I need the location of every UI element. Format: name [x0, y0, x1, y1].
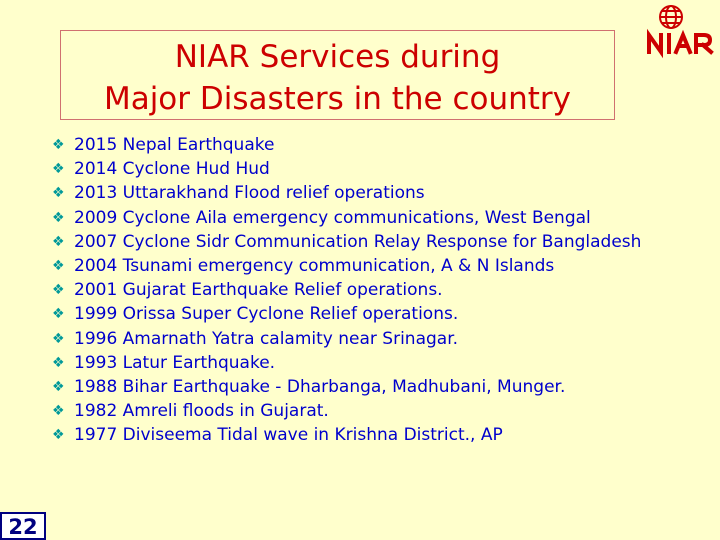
list-item: ❖ 2014 Cyclone Hud Hud: [52, 159, 270, 180]
diamond-bullet-icon: ❖: [52, 403, 65, 420]
list-item: ❖ 1977 Diviseema Tidal wave in Krishna Di…: [52, 425, 503, 446]
diamond-bullet-icon: ❖: [52, 257, 65, 274]
list-item: ❖ 2015 Nepal Earthquake: [52, 135, 275, 155]
list-item: ❖ 1999 Orissa Super Cyclone Relief operat…: [52, 304, 459, 325]
page-number: 22: [0, 512, 46, 540]
niar-logo: [647, 5, 714, 59]
niar-wordmark: [647, 28, 714, 59]
disaster-list: ❖ 2015 Nepal Earthquake ❖ 2014 Cyclone Hud…: [52, 133, 641, 447]
diamond-bullet-icon: ❖: [52, 185, 65, 202]
title-line-1: NIAR Services during: [174, 39, 501, 75]
list-item: ❖ 2007 Cyclone Sidr Communication Relay R…: [52, 231, 642, 252]
diamond-bullet-icon: ❖: [52, 354, 65, 371]
list-item: ❖ 2004 Tsunami emergency communication, A…: [52, 255, 555, 276]
list-item: ❖ 2001 Gujarat Earthquake Relief operatio…: [52, 280, 443, 301]
globe-icon: [659, 5, 683, 29]
diamond-bullet-icon: ❖: [52, 427, 65, 444]
diamond-bullet-icon: ❖: [52, 209, 65, 226]
list-item: ❖ 1996 Amarnath Yatra calamity near Srina…: [52, 328, 459, 349]
list-item: ❖ 1993 Latur Earthquake.: [52, 352, 276, 373]
diamond-bullet-icon: ❖: [52, 161, 65, 178]
diamond-bullet-icon: ❖: [52, 137, 65, 153]
list-item: ❖ 2009 Cyclone Aila emergency communicati…: [52, 207, 591, 228]
diamond-bullet-icon: ❖: [52, 282, 65, 299]
diamond-bullet-icon: ❖: [52, 378, 65, 395]
diamond-bullet-icon: ❖: [52, 233, 65, 250]
list-item: ❖ 1982 Amreli floods in Gujarat.: [52, 401, 329, 422]
diamond-bullet-icon: ❖: [52, 330, 65, 347]
diamond-bullet-icon: ❖: [52, 306, 65, 323]
title-line-2: Major Disasters in the country: [103, 81, 572, 117]
list-item: ❖ 1988 Bihar Earthquake - Dharbanga, Madh…: [52, 376, 566, 397]
list-item: ❖ 2013 Uttarakhand Flood relief operation…: [52, 183, 425, 204]
slide-title: NIAR Services during Major Disasters in …: [60, 30, 615, 120]
